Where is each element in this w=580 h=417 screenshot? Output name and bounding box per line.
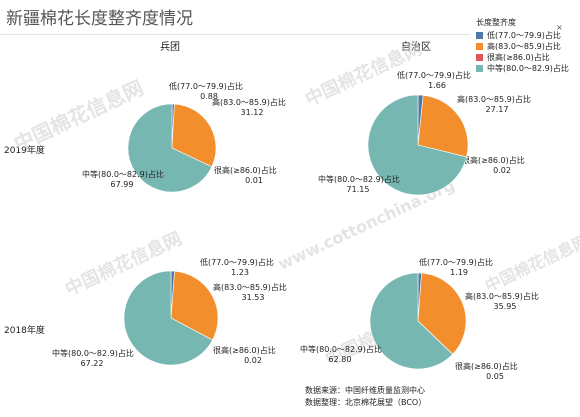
- slice-value-high: 31.12: [241, 108, 264, 117]
- slice-label-medium: 中等(80.0～82.9)占比: [82, 169, 164, 179]
- slice-value-very-high: 0.05: [486, 372, 504, 381]
- page-title: 新疆棉花长度整齐度情况: [6, 9, 193, 29]
- pie-slice-high[interactable]: [417, 94, 469, 158]
- legend-item-medium[interactable]: 中等(80.0～82.9)占比: [476, 63, 569, 74]
- row-header-2019: 2019年度: [4, 146, 45, 156]
- slice-value-low: 1.23: [231, 268, 249, 277]
- slice-label-high: 高(83.0～85.9)占比: [212, 97, 286, 107]
- legend-label-high: 高(83.0～85.9)占比: [487, 42, 561, 51]
- legend-label-very-high: 很高(≥86.0)占比: [487, 53, 550, 62]
- pie-slice-medium[interactable]: [123, 270, 213, 366]
- slice-value-very-high: 0.01: [245, 176, 263, 185]
- slice-value-low: 0.88: [200, 92, 218, 101]
- slice-value-medium: 62.80: [329, 355, 352, 364]
- slice-label-very-high: 很高(≥86.0)占比: [213, 345, 276, 355]
- slice-label-very-high: 很高(≥86.0)占比: [462, 155, 525, 165]
- slice-value-very-high: 0.02: [493, 166, 511, 175]
- slice-label-medium: 中等(80.0～82.9)占比: [300, 344, 382, 354]
- legend-swatch-medium: [476, 65, 483, 72]
- slice-value-very-high: 0.02: [244, 356, 262, 365]
- pie-slice-medium[interactable]: [367, 94, 467, 196]
- slice-label-very-high: 很高(≥86.0)占比: [214, 165, 277, 175]
- legend: 长度整齐度 低(77.0～79.9)占比 高(83.0～85.9)占比 很高(≥…: [476, 17, 569, 74]
- legend-swatch-high: [476, 43, 483, 50]
- header-divider: [0, 34, 470, 35]
- source-line-1: 数据来源：中国纤维质量监测中心: [305, 386, 425, 395]
- slice-label-medium: 中等(80.0～82.9)占比: [318, 174, 400, 184]
- slice-value-low: 1.66: [428, 81, 446, 90]
- slice-label-low: 低(77.0～79.9)占比: [200, 257, 274, 267]
- slice-value-medium: 71.15: [347, 185, 370, 194]
- slice-label-high: 高(83.0～85.9)占比: [457, 94, 531, 104]
- slice-label-high: 高(83.0～85.9)占比: [213, 282, 287, 292]
- slice-value-high: 27.17: [486, 105, 509, 114]
- column-header-bingtuan: 兵团: [160, 42, 180, 53]
- legend-label-medium: 中等(80.0～82.9)占比: [487, 64, 569, 73]
- row-header-2018: 2018年度: [4, 326, 45, 336]
- legend-swatch-very-high: [476, 54, 483, 61]
- slice-value-medium: 67.22: [81, 359, 104, 368]
- slice-value-high: 35.95: [494, 302, 517, 311]
- legend-item-high[interactable]: 高(83.0～85.9)占比: [476, 41, 569, 52]
- slice-value-low: 1.19: [450, 268, 468, 277]
- slice-value-medium: 67.99: [111, 180, 134, 189]
- data-source: 数据来源：中国纤维质量监测中心 数据整理：北京棉花展望（BCO）: [305, 385, 426, 409]
- legend-item-low[interactable]: 低(77.0～79.9)占比: [476, 30, 569, 41]
- legend-swatch-low: [476, 32, 483, 39]
- pie-slice-high[interactable]: [417, 272, 467, 355]
- slice-value-high: 31.53: [242, 293, 265, 302]
- legend-title: 长度整齐度: [476, 18, 516, 27]
- slice-label-high: 高(83.0～85.9)占比: [465, 291, 539, 301]
- source-line-2: 数据整理：北京棉花展望（BCO）: [305, 398, 427, 407]
- slice-label-medium: 中等(80.0～82.9)占比: [52, 348, 134, 358]
- pie-slice-high[interactable]: [171, 103, 217, 168]
- column-header-zizhiqu: 自治区: [401, 42, 431, 53]
- legend-close-icon[interactable]: ×: [556, 23, 563, 32]
- pie-slice-high[interactable]: [170, 270, 219, 341]
- slice-label-low: 低(77.0～79.9)占比: [169, 81, 243, 91]
- legend-label-low: 低(77.0～79.9)占比: [487, 31, 561, 40]
- slice-label-very-high: 很高(≥86.0)占比: [455, 361, 518, 371]
- pie-slice-medium[interactable]: [127, 103, 213, 193]
- pie-slice-medium[interactable]: [369, 272, 454, 370]
- slice-label-low: 低(77.0～79.9)占比: [419, 257, 493, 267]
- slice-label-low: 低(77.0～79.9)占比: [397, 70, 471, 80]
- legend-item-very-high[interactable]: 很高(≥86.0)占比: [476, 52, 569, 63]
